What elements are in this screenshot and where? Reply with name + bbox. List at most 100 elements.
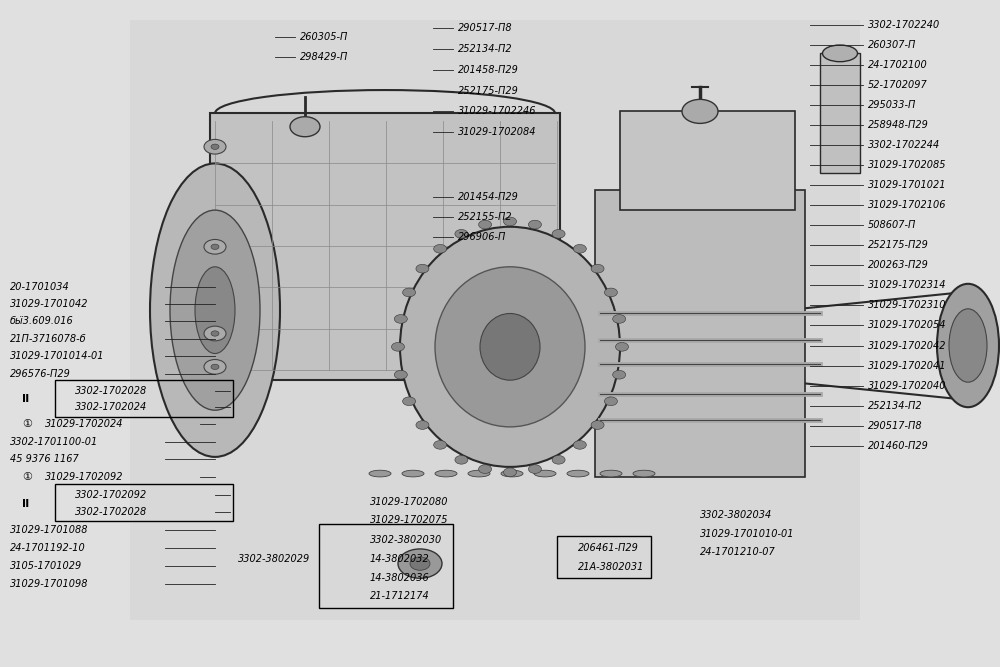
Text: 31029-1702310: 31029-1702310 <box>868 301 946 310</box>
Circle shape <box>204 360 226 374</box>
Ellipse shape <box>937 284 999 407</box>
Text: 31029-1702092: 31029-1702092 <box>45 472 124 482</box>
Text: 3302-1702024: 3302-1702024 <box>75 402 147 412</box>
Text: 298429-П: 298429-П <box>300 52 348 61</box>
Text: 3302-3802029: 3302-3802029 <box>238 554 310 564</box>
Ellipse shape <box>435 470 457 477</box>
Ellipse shape <box>573 245 586 253</box>
Ellipse shape <box>504 217 516 226</box>
FancyBboxPatch shape <box>620 111 795 210</box>
Ellipse shape <box>455 456 468 464</box>
Text: 3302-1701100-01: 3302-1701100-01 <box>10 437 98 446</box>
Text: 31029-1702042: 31029-1702042 <box>868 341 946 350</box>
FancyBboxPatch shape <box>130 20 860 620</box>
Text: 206461-П29: 206461-П29 <box>578 544 639 553</box>
Text: 252175-П29: 252175-П29 <box>458 86 519 95</box>
Text: 21П-3716078-б: 21П-3716078-б <box>10 334 87 344</box>
Ellipse shape <box>480 313 540 380</box>
Text: 252155-П2: 252155-П2 <box>458 212 513 221</box>
Text: 3302-1702028: 3302-1702028 <box>75 508 147 517</box>
Text: 3302-1702028: 3302-1702028 <box>75 386 147 396</box>
Ellipse shape <box>534 470 556 477</box>
Ellipse shape <box>479 220 492 229</box>
Text: 31029-1702080: 31029-1702080 <box>370 497 448 506</box>
Text: 31029-1701010-01: 31029-1701010-01 <box>700 529 794 538</box>
Ellipse shape <box>604 397 617 406</box>
Ellipse shape <box>434 245 447 253</box>
Text: ①: ① <box>22 472 32 482</box>
Text: 295033-П: 295033-П <box>868 101 916 110</box>
Ellipse shape <box>633 470 655 477</box>
Ellipse shape <box>394 315 407 323</box>
Text: 31029-1701021: 31029-1701021 <box>868 181 946 190</box>
Circle shape <box>410 557 430 570</box>
FancyBboxPatch shape <box>820 53 860 173</box>
Text: 201454-П29: 201454-П29 <box>458 192 519 201</box>
Text: 201460-П29: 201460-П29 <box>868 441 929 450</box>
Text: 290517-П8: 290517-П8 <box>458 23 513 33</box>
Ellipse shape <box>392 343 404 352</box>
Text: 252134-П2: 252134-П2 <box>458 45 513 54</box>
Circle shape <box>290 117 320 137</box>
Text: 31029-1702246: 31029-1702246 <box>458 107 536 116</box>
Ellipse shape <box>616 343 629 352</box>
Text: 14-3802032: 14-3802032 <box>370 554 430 564</box>
Text: 252175-П29: 252175-П29 <box>868 241 929 250</box>
Text: 52-1702097: 52-1702097 <box>868 81 928 90</box>
Ellipse shape <box>600 470 622 477</box>
Text: 31029-1702106: 31029-1702106 <box>868 201 946 210</box>
Text: 3302-1702244: 3302-1702244 <box>868 141 940 150</box>
Circle shape <box>398 549 442 578</box>
Text: 31029-1701098: 31029-1701098 <box>10 579 88 588</box>
Ellipse shape <box>435 267 585 427</box>
Ellipse shape <box>455 229 468 238</box>
Ellipse shape <box>150 163 280 457</box>
Ellipse shape <box>501 470 523 477</box>
Text: 290517-П8: 290517-П8 <box>868 421 923 430</box>
Text: 31029-1702024: 31029-1702024 <box>45 419 124 428</box>
Ellipse shape <box>195 267 235 354</box>
Text: 260307-П: 260307-П <box>868 41 916 50</box>
Text: 24-1701210-07: 24-1701210-07 <box>700 548 776 557</box>
Circle shape <box>211 144 219 149</box>
Ellipse shape <box>394 370 407 379</box>
Text: 3302-1702092: 3302-1702092 <box>75 490 147 500</box>
Ellipse shape <box>613 315 626 323</box>
Ellipse shape <box>552 229 565 238</box>
Circle shape <box>211 331 219 336</box>
Text: 3302-1702240: 3302-1702240 <box>868 21 940 30</box>
Circle shape <box>211 244 219 249</box>
Ellipse shape <box>822 45 858 62</box>
Circle shape <box>204 326 226 341</box>
Text: 31029-1701042: 31029-1701042 <box>10 299 88 309</box>
Ellipse shape <box>573 440 586 449</box>
Ellipse shape <box>604 288 617 297</box>
Text: 14-3802036: 14-3802036 <box>370 573 430 582</box>
Ellipse shape <box>552 456 565 464</box>
Text: 200263-П29: 200263-П29 <box>868 261 929 270</box>
Text: бӹ3.609.016: бӹ3.609.016 <box>10 317 74 326</box>
Text: 260305-П: 260305-П <box>300 32 348 41</box>
Text: 31029-1702314: 31029-1702314 <box>868 281 946 290</box>
Text: 31029-1701088: 31029-1701088 <box>10 525 88 534</box>
Text: 45 9376 1167: 45 9376 1167 <box>10 454 79 464</box>
Ellipse shape <box>416 264 429 273</box>
Text: 31029-1702084: 31029-1702084 <box>458 127 536 137</box>
Text: ①: ① <box>22 419 32 428</box>
Ellipse shape <box>468 470 490 477</box>
Ellipse shape <box>416 421 429 430</box>
Text: 3105-1701029: 3105-1701029 <box>10 561 82 570</box>
Ellipse shape <box>400 227 620 467</box>
Text: 31029-1702040: 31029-1702040 <box>868 381 946 390</box>
Ellipse shape <box>170 210 260 410</box>
Ellipse shape <box>613 370 626 379</box>
Ellipse shape <box>402 470 424 477</box>
Text: 31029-1702041: 31029-1702041 <box>868 361 946 370</box>
Text: 201458-П29: 201458-П29 <box>458 65 519 75</box>
Ellipse shape <box>528 465 541 474</box>
FancyBboxPatch shape <box>595 190 805 477</box>
Text: 31029-1702075: 31029-1702075 <box>370 516 448 525</box>
Ellipse shape <box>504 468 516 476</box>
Text: 252134-П2: 252134-П2 <box>868 401 923 410</box>
Text: 3302-3802030: 3302-3802030 <box>370 536 442 545</box>
